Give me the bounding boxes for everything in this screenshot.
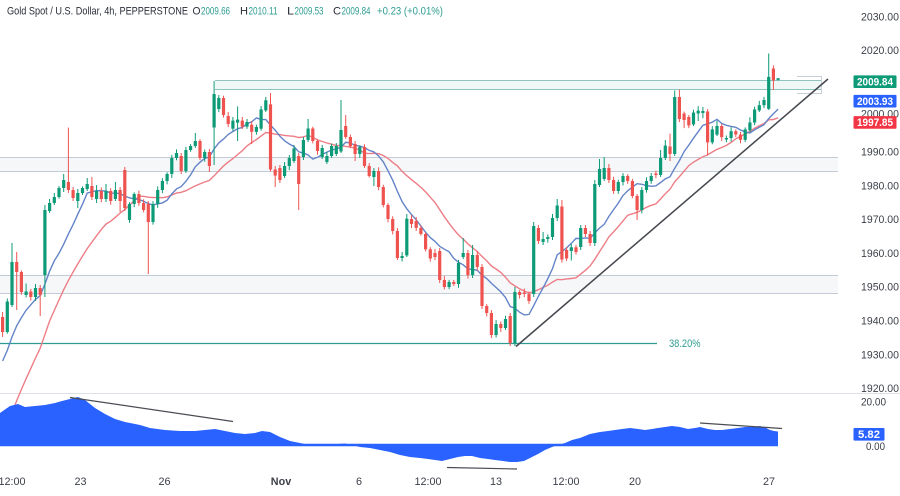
svg-text:2009.84: 2009.84 [342,6,371,18]
svg-text:23: 23 [74,476,86,488]
svg-text:5.82: 5.82 [858,429,880,441]
svg-text:0.00: 0.00 [866,441,885,453]
svg-text:1970.00: 1970.00 [861,214,899,226]
svg-text:26: 26 [158,476,170,488]
svg-text:2009.66: 2009.66 [201,6,230,18]
svg-text:Nov: Nov [271,476,291,488]
svg-text:O: O [193,6,201,18]
svg-text:6: 6 [356,476,362,488]
svg-text:C: C [333,6,341,18]
svg-text:1980.00: 1980.00 [861,180,899,192]
svg-text:1960.00: 1960.00 [861,248,899,260]
svg-text:2009.53: 2009.53 [295,6,324,18]
svg-text:27: 27 [763,476,775,488]
svg-text:12:00: 12:00 [0,476,26,488]
svg-text:2010.11: 2010.11 [249,6,278,18]
svg-text:2020.00: 2020.00 [861,45,899,57]
svg-text:L: L [287,6,294,18]
svg-text:1990.00: 1990.00 [861,147,899,159]
svg-text:1940.00: 1940.00 [861,316,899,328]
svg-text:38.20%: 38.20% [669,338,701,350]
svg-text:+0.23 (+0.01%): +0.23 (+0.01%) [377,6,443,18]
svg-text:2009.84: 2009.84 [857,76,894,88]
svg-text:1950.00: 1950.00 [861,282,899,294]
svg-text:20.00: 20.00 [861,397,886,409]
svg-text:20: 20 [629,476,641,488]
svg-text:1920.00: 1920.00 [861,383,899,395]
svg-text:1997.85: 1997.85 [857,117,893,129]
svg-text:H: H [240,6,248,18]
svg-text:2030.00: 2030.00 [861,11,899,23]
svg-text:Gold Spot / U.S. Dollar, 4h, P: Gold Spot / U.S. Dollar, 4h, PEPPERSTONE [7,6,188,18]
svg-text:2003.93: 2003.93 [857,96,893,108]
svg-text:13: 13 [490,476,502,488]
svg-text:12:00: 12:00 [552,476,579,488]
svg-text:1930.00: 1930.00 [861,349,899,361]
svg-text:12:00: 12:00 [414,476,441,488]
